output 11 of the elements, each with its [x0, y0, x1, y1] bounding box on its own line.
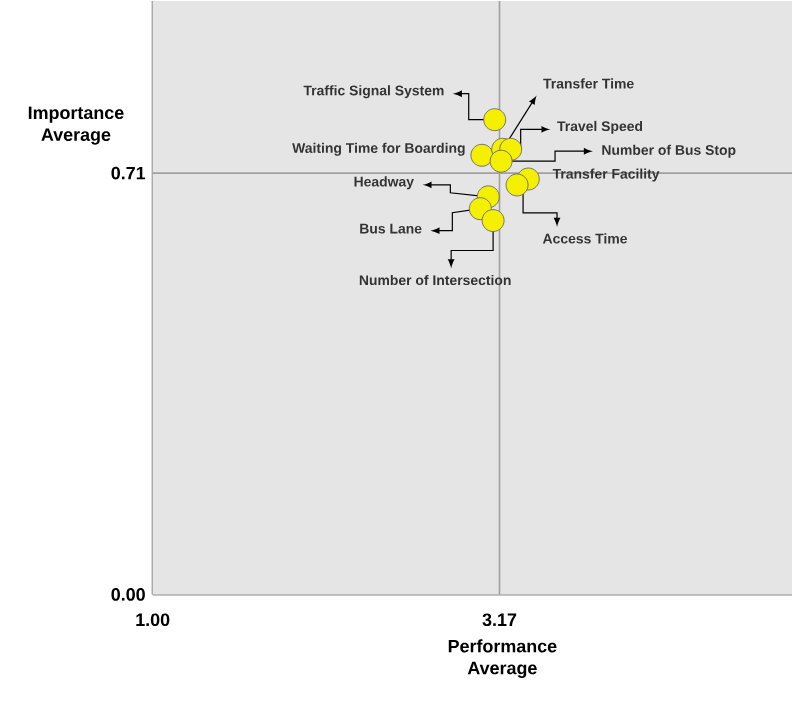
point	[483, 108, 507, 132]
x-tick-label: 1.00	[136, 613, 170, 626]
x-axis-title: Performance Average	[448, 639, 557, 678]
point	[489, 149, 513, 173]
x-tick-label: 3.17	[482, 613, 517, 626]
point	[481, 208, 505, 232]
y-tick-label: 0.71	[111, 166, 146, 180]
point	[470, 143, 494, 167]
y-axis-title: Importance Average	[28, 106, 124, 145]
point	[505, 173, 529, 197]
y-tick-label: 0.00	[111, 587, 145, 601]
